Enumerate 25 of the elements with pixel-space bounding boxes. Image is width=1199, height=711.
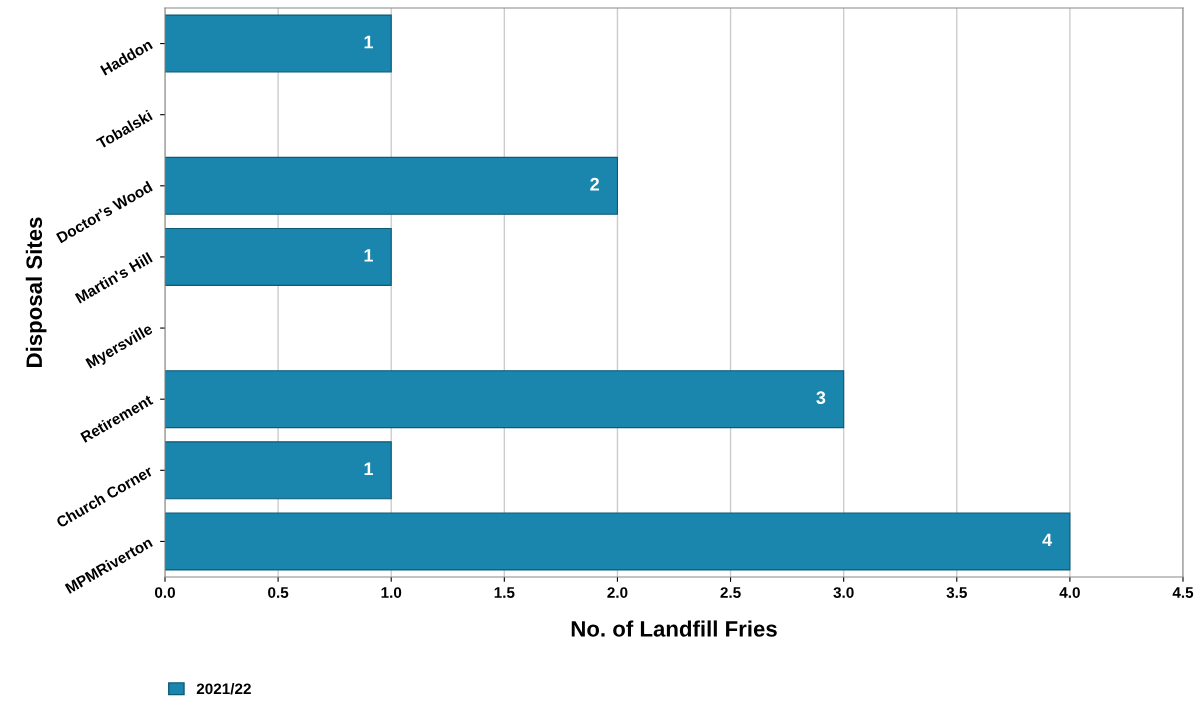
y-axis-title: Disposal Sites <box>25 217 47 367</box>
text: 1 <box>364 462 373 475</box>
x-tick-label: 2.0 <box>607 587 628 598</box>
x-axis-title: No. of Landfill Fries <box>571 620 777 637</box>
x-tick-label: 2.5 <box>720 587 741 598</box>
legend-label: 2021/22 <box>196 683 251 695</box>
bar <box>165 156 618 215</box>
bar <box>165 512 1071 571</box>
x-tick-label: 4.5 <box>1172 587 1194 598</box>
x-tick-label: 3.0 <box>833 587 854 598</box>
text: 1 <box>364 249 373 262</box>
text: 4 <box>1042 533 1053 547</box>
bar <box>165 441 392 500</box>
x-tick-label: 0.0 <box>154 587 175 598</box>
x-tick-label: 4.0 <box>1059 587 1080 598</box>
text: 3 <box>816 391 826 405</box>
bar <box>165 370 845 429</box>
text: 2 <box>590 177 599 191</box>
x-tick-label: 1.5 <box>494 587 515 598</box>
x-tick-label: 1.0 <box>381 587 402 598</box>
bar <box>165 14 392 73</box>
x-tick-label: 3.5 <box>946 587 967 598</box>
text: 1 <box>364 35 373 49</box>
bar <box>165 227 392 286</box>
x-tick-label: 0.5 <box>268 587 289 598</box>
